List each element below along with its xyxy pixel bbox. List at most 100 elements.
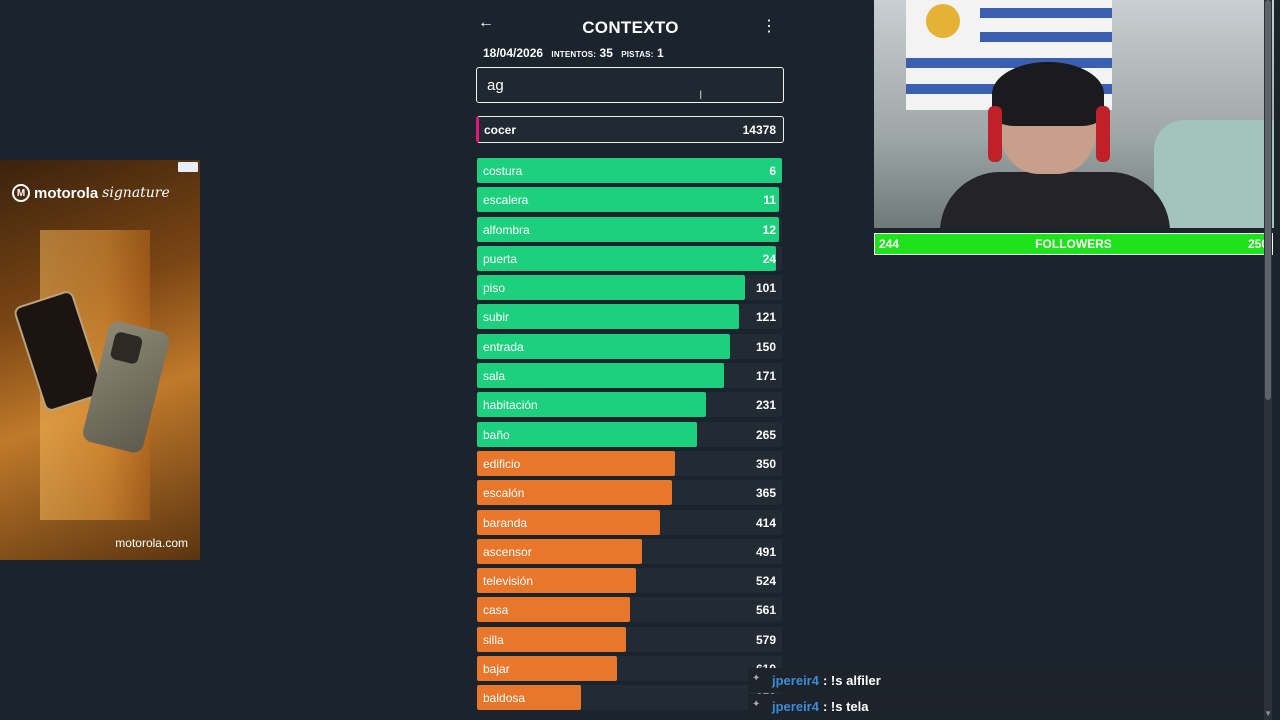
guess-word: sala [483, 369, 506, 384]
headphones [1096, 106, 1110, 162]
guess-input[interactable] [476, 67, 784, 103]
guess-bar [477, 538, 642, 564]
guess-row: baldosa853 [477, 685, 782, 711]
bed-pillow [1154, 120, 1274, 228]
page-title: CONTEXTO [582, 18, 679, 37]
guess-row: silla 579 [477, 626, 782, 652]
guess-rank: 265 [755, 427, 776, 442]
chat-username[interactable]: jpereir4 [772, 698, 819, 714]
guess-word: puerta [483, 251, 518, 266]
last-guess-row: cocer 14378 [476, 116, 784, 143]
guess-bar [477, 421, 697, 447]
guess-bar [477, 509, 660, 535]
motorola-logo-icon: M [12, 184, 30, 202]
guess-bar [477, 304, 740, 330]
guess-word: baldosa [483, 691, 526, 706]
guess-word: edificio [483, 456, 521, 471]
guess-word: entrada [483, 339, 524, 354]
ad-banner[interactable]: M motorola signature motorola.com [0, 160, 200, 560]
guess-rank: 101 [755, 281, 776, 296]
guess-rank: 231 [755, 398, 776, 413]
flag-stripe [906, 58, 1112, 68]
guess-rank: 579 [755, 632, 776, 647]
guess-row: televisión 524 [477, 568, 782, 594]
hints-label: PISTAS: [621, 50, 654, 59]
guess-bar [477, 275, 746, 301]
guess-row: escalón 365 [477, 480, 782, 506]
chat-message: ✦ jpereir4: !s alfiler [748, 668, 1268, 692]
guess-word: costura [483, 164, 523, 178]
guess-bar [477, 245, 776, 271]
guess-rank: 524 [755, 574, 776, 589]
guess-bar [477, 392, 706, 418]
guess-bar [477, 685, 581, 711]
webcam-feed [874, 0, 1274, 228]
guess-word: bajar [483, 662, 510, 677]
guess-bar [477, 626, 627, 652]
guess-bar [477, 450, 676, 476]
flag-stripe [980, 32, 1112, 42]
guess-row: habitación 231 [477, 392, 782, 418]
hair [992, 62, 1104, 126]
back-arrow-icon[interactable]: ← [478, 14, 494, 31]
guess-row: piso 101 [477, 275, 782, 301]
guess-word: televisión [483, 574, 534, 589]
guess-row: entrada 150 [477, 333, 782, 359]
guess-bar [477, 656, 618, 682]
guess-word: escalera [483, 193, 529, 208]
guess-row: costura 6 [477, 158, 782, 183]
ad-url[interactable]: motorola.com [115, 536, 188, 550]
scrollbar-thumb[interactable] [1265, 0, 1271, 400]
chat-badge-icon: ✦ [752, 673, 761, 684]
guess-rank: 414 [755, 515, 776, 530]
guess-word: baño [483, 427, 510, 442]
game-date: 18/04/2026 [483, 46, 544, 60]
streamer [940, 62, 1170, 228]
guess-rank: 121 [755, 310, 776, 325]
attempts-label: INTENTOS: [551, 50, 597, 59]
guess-word: subir [483, 310, 510, 325]
guess-rank: 6 [769, 164, 776, 178]
hints-count: 1 [656, 46, 664, 60]
guess-row: sala 171 [477, 363, 782, 389]
guess-rank: 561 [755, 603, 776, 618]
guess-bar [477, 363, 725, 389]
guess-word: casa [483, 603, 509, 618]
guess-row: edificio 350 [477, 450, 782, 476]
scroll-down-icon[interactable]: ▼ [1264, 709, 1272, 718]
chat-text: : !s alfiler [822, 672, 881, 688]
last-guess-word: cocer [484, 122, 517, 137]
chat-username[interactable]: jpereir4 [772, 672, 819, 688]
ad-logo: M motorola signature [12, 184, 170, 202]
guess-row: puerta 24 [477, 245, 782, 271]
camera-module [109, 330, 144, 365]
guess-row: subir 121 [477, 304, 782, 330]
guess-bar [477, 333, 731, 359]
guess-word: alfombra [483, 222, 530, 237]
guess-bar [477, 568, 636, 594]
ad-choices-icon[interactable] [178, 162, 198, 172]
headphones [988, 106, 1002, 162]
attempts-count: 35 [599, 46, 613, 60]
guess-word: piso [483, 281, 506, 296]
more-options-icon[interactable]: ⋮ [761, 18, 777, 35]
guess-row: baranda 414 [477, 509, 782, 535]
guess-row: casa 561 [477, 597, 782, 623]
sun-icon [926, 4, 960, 38]
guess-bar [477, 480, 673, 506]
guess-word: escalón [483, 486, 525, 501]
guess-rank: 350 [755, 456, 776, 471]
guess-row: baño 265 [477, 421, 782, 447]
shirt [940, 172, 1170, 228]
followers-goal-bar: 244 FOLLOWERS 250 [874, 233, 1273, 255]
guess-rank: 171 [755, 369, 776, 384]
guess-row: escalera 11 [477, 187, 782, 213]
contexto-panel: ← CONTEXTO ⋮ 18/04/2026 INTENTOS: 35 PIS… [476, 0, 785, 60]
guess-rank: 24 [762, 251, 776, 266]
chat-overlay: ✦ jpereir4: !s alfiler ✦ jpereir4: !s tela [748, 668, 1268, 720]
guess-row: ascensor 491 [477, 538, 782, 564]
guess-rank: 11 [763, 193, 776, 208]
chat-text: : !s tela [822, 698, 869, 714]
guess-bar [477, 158, 782, 183]
guess-bar [477, 216, 779, 242]
